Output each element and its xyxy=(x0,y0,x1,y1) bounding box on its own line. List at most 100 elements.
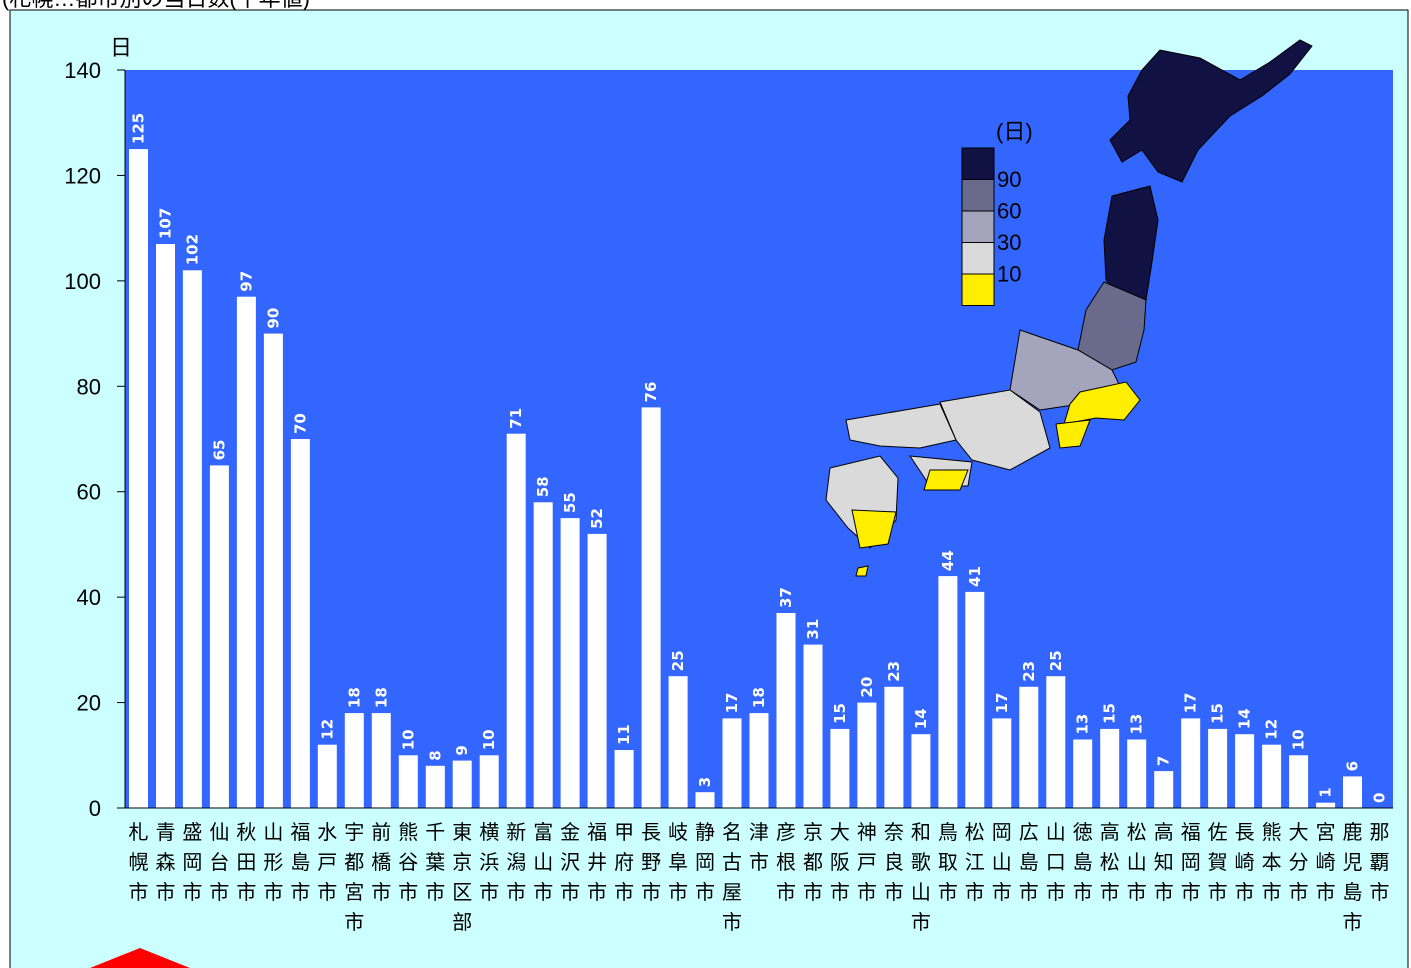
bar xyxy=(182,270,202,808)
value-label: 7 xyxy=(1155,756,1173,766)
x-tick-label: 金沢市 xyxy=(560,820,580,904)
x-tick-label: 岡山市 xyxy=(992,820,1012,904)
x-tick-label: 広島市 xyxy=(1019,820,1039,904)
bar xyxy=(1073,739,1093,808)
x-tick-label: 徳島市 xyxy=(1073,820,1093,904)
bar xyxy=(1127,739,1147,808)
bar xyxy=(344,713,364,808)
bar xyxy=(614,750,634,808)
x-tick-label: 青森市 xyxy=(156,820,176,904)
value-label: 0 xyxy=(1371,793,1389,803)
bar xyxy=(425,765,445,808)
bar xyxy=(803,644,823,808)
map-kinki xyxy=(939,389,1051,471)
bar xyxy=(236,296,256,808)
legend-swatch xyxy=(961,147,995,180)
x-tick-label: 佐賀市 xyxy=(1208,820,1228,904)
y-tick-label: 0 xyxy=(89,796,101,821)
value-label: 55 xyxy=(561,492,579,513)
x-tick-label: 高松市 xyxy=(1100,820,1120,904)
value-label: 125 xyxy=(130,113,148,144)
x-tick-label: 福島市 xyxy=(290,820,310,904)
bar xyxy=(776,613,796,808)
map-okinawa xyxy=(855,565,869,577)
bar xyxy=(695,792,715,808)
value-label: 65 xyxy=(210,440,228,461)
bar xyxy=(749,713,769,808)
bar xyxy=(533,502,553,808)
bar xyxy=(992,718,1012,808)
x-tick-label: 静岡市 xyxy=(695,820,715,904)
x-tick-label: 長崎市 xyxy=(1235,820,1255,904)
bar xyxy=(1019,686,1039,808)
value-label: 18 xyxy=(345,687,363,708)
bar xyxy=(263,333,283,808)
bar xyxy=(560,518,580,808)
value-label: 25 xyxy=(1047,650,1065,671)
value-label: 71 xyxy=(507,408,525,429)
y-tick-label: 20 xyxy=(77,691,101,716)
y-tick-label: 140 xyxy=(64,58,101,83)
bar xyxy=(1316,802,1336,808)
x-tick-label: 鹿児島市 xyxy=(1343,820,1363,934)
value-label: 25 xyxy=(669,650,687,671)
value-label: 10 xyxy=(480,729,498,750)
map-kanto-coast xyxy=(1063,381,1141,425)
value-label: 70 xyxy=(291,413,309,434)
x-tick-label: 松江市 xyxy=(965,820,985,904)
x-tick-label: 京都市 xyxy=(803,820,823,904)
red-triangle-marker xyxy=(90,948,190,968)
legend-swatch xyxy=(961,242,995,275)
x-tick-label: 長野市 xyxy=(641,820,661,904)
x-tick-label: 富山市 xyxy=(533,820,553,904)
value-label: 12 xyxy=(318,719,336,740)
x-tick-label: 東京区部 xyxy=(452,820,472,934)
x-tick-label: 福岡市 xyxy=(1181,820,1201,904)
x-tick-label: 千葉市 xyxy=(425,820,445,904)
bar xyxy=(911,734,931,808)
y-tick-label: 80 xyxy=(77,374,101,399)
bar xyxy=(129,149,148,809)
y-axis-title: 日 xyxy=(110,35,132,60)
x-tick-label: 甲府市 xyxy=(614,820,634,904)
value-label: 15 xyxy=(1101,703,1119,724)
y-tick-label: 120 xyxy=(64,163,101,188)
x-tick-label: 神戸市 xyxy=(857,820,877,904)
value-label: 3 xyxy=(696,777,714,787)
legend-unit: (日) xyxy=(996,119,1033,144)
value-label: 20 xyxy=(858,677,876,698)
bar xyxy=(479,755,499,808)
bar xyxy=(857,702,877,808)
value-label: 107 xyxy=(157,208,175,239)
bar xyxy=(830,728,850,808)
value-label: 31 xyxy=(804,619,822,640)
value-label: 10 xyxy=(1290,729,1308,750)
y-tick-label: 60 xyxy=(77,480,101,505)
map-kyushu-south xyxy=(851,509,897,549)
value-label: 12 xyxy=(1263,719,1281,740)
chart-header-text: (札幌…都市別の当日数(平年値) xyxy=(2,0,310,11)
legend-swatch xyxy=(961,210,995,243)
japan-map xyxy=(825,39,1313,577)
legend-swatch xyxy=(961,273,995,306)
value-label: 9 xyxy=(453,745,471,755)
legend-level-label: 10 xyxy=(997,262,1021,287)
x-tick-label: 前橋市 xyxy=(371,820,391,904)
x-tick-label: 名古屋市 xyxy=(722,820,742,934)
legend-level-label: 90 xyxy=(997,167,1021,192)
bar xyxy=(965,591,985,808)
bar xyxy=(209,465,229,808)
value-label: 13 xyxy=(1128,714,1146,735)
bars xyxy=(129,149,1362,809)
value-label: 41 xyxy=(966,566,984,587)
value-label: 44 xyxy=(939,550,957,571)
value-label: 17 xyxy=(723,693,741,714)
value-label: 11 xyxy=(615,724,633,745)
x-tick-label: 熊本市 xyxy=(1262,820,1282,904)
x-tick-label: 山口市 xyxy=(1046,820,1066,904)
bar xyxy=(156,244,175,808)
value-label: 17 xyxy=(993,693,1011,714)
bar xyxy=(1343,776,1362,808)
map-tokai-coast xyxy=(1055,419,1091,449)
